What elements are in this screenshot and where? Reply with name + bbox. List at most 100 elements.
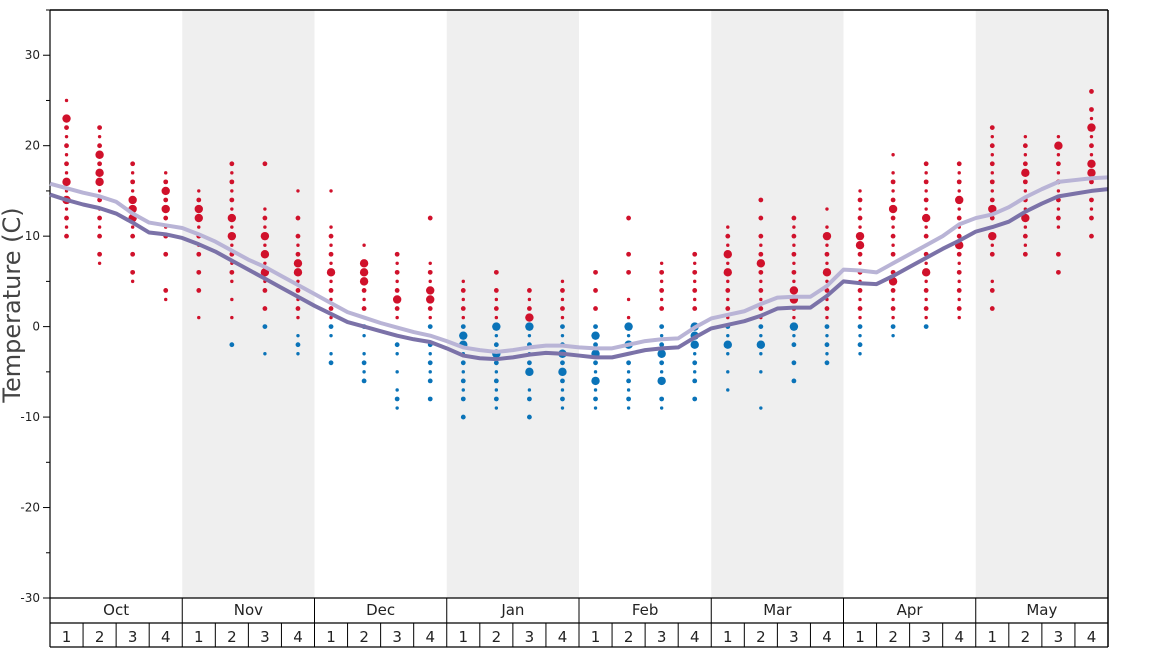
cold-point — [527, 333, 532, 338]
warm-point — [95, 168, 104, 178]
week-label: 4 — [954, 628, 964, 646]
warm-point — [560, 315, 565, 320]
warm-point — [560, 288, 565, 293]
warm-point — [494, 297, 499, 302]
warm-point — [262, 215, 268, 221]
warm-point — [923, 288, 929, 293]
cold-point — [891, 333, 895, 338]
warm-point — [361, 306, 367, 311]
warm-point — [1087, 159, 1096, 168]
warm-point — [130, 269, 136, 275]
cold-point — [791, 378, 797, 384]
warm-point — [725, 288, 731, 293]
warm-point — [64, 225, 69, 229]
warm-point — [626, 215, 631, 221]
warm-point — [855, 231, 865, 241]
warm-point — [161, 186, 170, 196]
warm-point — [428, 279, 432, 284]
warm-point — [1089, 116, 1094, 121]
warm-point — [230, 207, 234, 211]
month-label-nov: Nov — [234, 601, 263, 619]
warm-point — [296, 243, 300, 247]
cold-point — [460, 360, 466, 366]
cold-point — [527, 414, 532, 420]
warm-point — [359, 277, 369, 286]
cold-point — [693, 370, 697, 374]
warm-point — [97, 134, 102, 139]
month-band-nov — [182, 10, 315, 598]
cold-point — [791, 342, 797, 348]
cold-point — [560, 360, 565, 366]
warm-point — [295, 251, 301, 257]
y-axis-label: Temperature (C) — [0, 207, 26, 403]
week-label: 3 — [657, 628, 667, 646]
warm-point — [756, 259, 766, 268]
warm-point — [328, 306, 334, 311]
month-label-mar: Mar — [763, 601, 792, 619]
week-label: 1 — [459, 628, 469, 646]
warm-point — [163, 251, 169, 257]
warm-point — [957, 279, 961, 284]
warm-point — [97, 251, 102, 257]
warm-point — [989, 179, 995, 185]
cold-point — [328, 324, 334, 330]
warm-point — [197, 315, 201, 320]
cold-point — [560, 333, 565, 338]
cold-point — [427, 396, 433, 402]
warm-point — [230, 315, 234, 320]
warm-point — [525, 313, 534, 322]
cold-point — [460, 414, 466, 420]
cold-point — [593, 360, 598, 366]
warm-point — [990, 243, 994, 247]
warm-point — [527, 306, 532, 311]
cold-point — [825, 333, 829, 338]
warm-point — [1089, 134, 1094, 139]
warm-point — [229, 269, 235, 275]
warm-point — [394, 269, 400, 275]
cold-point — [394, 342, 400, 348]
cold-point — [726, 388, 730, 392]
warm-point — [989, 197, 995, 203]
warm-point — [626, 251, 631, 257]
warm-point — [890, 233, 896, 239]
cold-point — [593, 370, 598, 374]
week-label: 2 — [492, 628, 502, 646]
cold-point — [858, 333, 862, 338]
cold-point — [560, 406, 565, 410]
warm-point — [825, 279, 829, 284]
warm-point — [891, 225, 895, 229]
warm-point — [494, 315, 499, 320]
warm-point — [1056, 189, 1061, 193]
warm-point — [792, 225, 796, 229]
warm-point — [230, 243, 234, 247]
month-shading — [182, 10, 1108, 598]
warm-point — [792, 261, 796, 265]
warm-point — [659, 297, 664, 302]
cold-point — [791, 360, 797, 366]
warm-point — [989, 306, 995, 311]
warm-point — [1056, 161, 1061, 167]
cold-point — [858, 352, 862, 356]
warm-point — [924, 297, 928, 302]
warm-point — [1056, 153, 1061, 157]
week-label: 3 — [921, 628, 931, 646]
y-tick-label: 20 — [25, 139, 40, 153]
warm-point — [1022, 143, 1028, 149]
warm-point — [956, 179, 962, 185]
week-label: 3 — [260, 628, 270, 646]
cold-point — [824, 342, 830, 348]
warm-point — [891, 297, 895, 302]
cold-point — [263, 352, 267, 356]
warm-point — [723, 250, 732, 259]
cold-point — [362, 333, 366, 338]
warm-point — [791, 233, 797, 239]
warm-point — [1089, 233, 1094, 239]
week-label: 2 — [95, 628, 105, 646]
warm-point — [923, 161, 929, 167]
warm-point — [890, 197, 896, 203]
warm-point — [1056, 225, 1061, 229]
warm-point — [989, 215, 995, 221]
warm-point — [858, 297, 862, 302]
month-label-may: May — [1026, 601, 1057, 619]
warm-point — [858, 207, 862, 211]
